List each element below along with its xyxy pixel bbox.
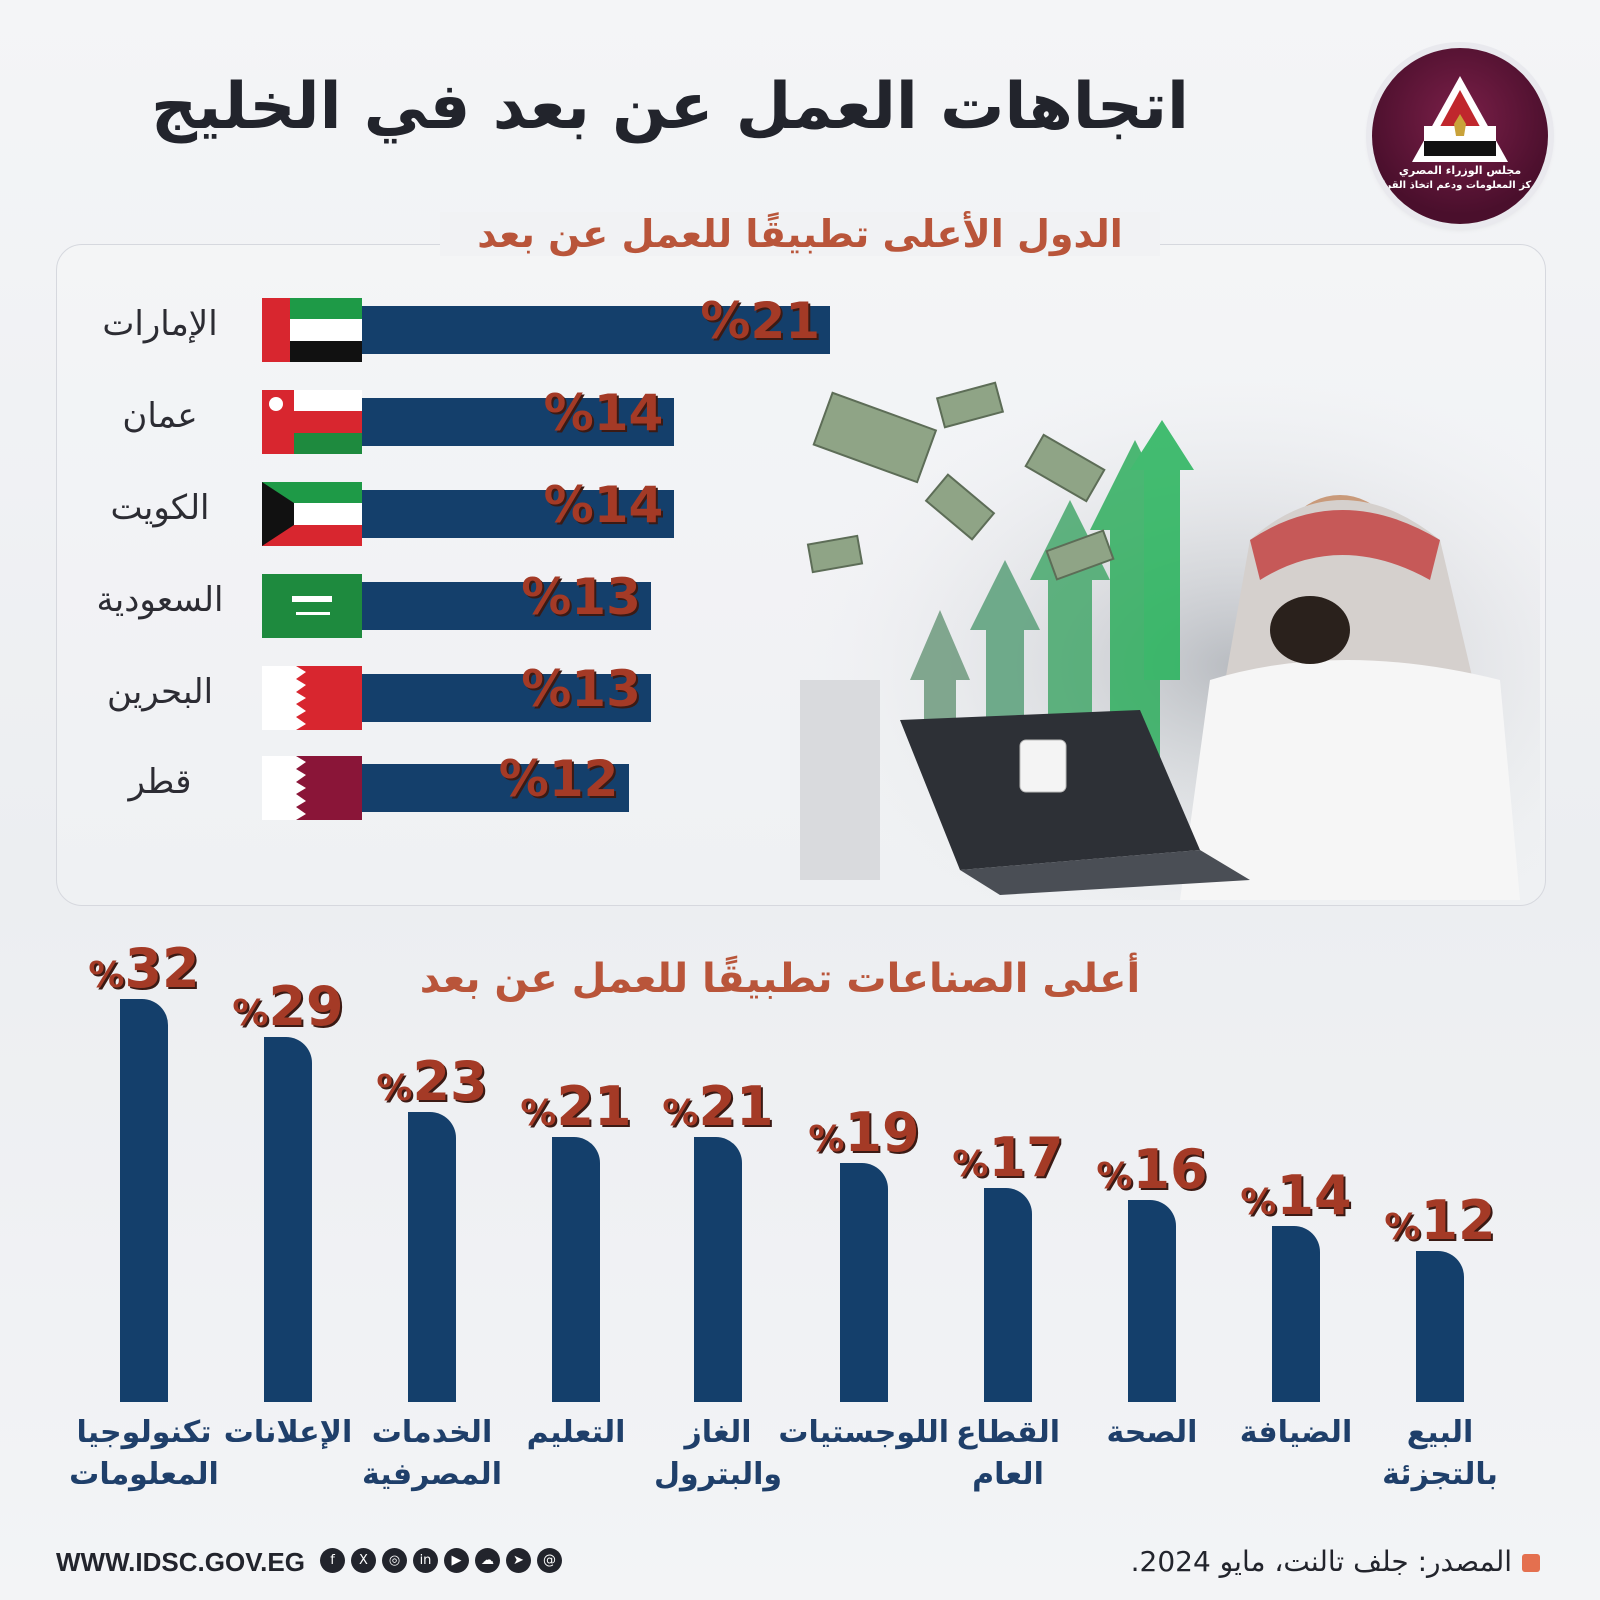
source-note: المصدر: جلف تالنت، مايو 2024. (1131, 1545, 1540, 1578)
coffee-cup-icon (1019, 739, 1067, 793)
man-figure-icon (1180, 495, 1520, 900)
industry-bar (984, 1187, 1032, 1402)
soundcloud-icon[interactable]: ☁ (475, 1548, 500, 1573)
country-bar (360, 764, 629, 812)
country-value-label: %21 (700, 292, 821, 350)
industry-value-label: %21 (520, 1075, 632, 1139)
threads-icon[interactable]: @ (537, 1548, 562, 1573)
remote-worker-illustration (780, 380, 1540, 900)
country-value-label: %14 (543, 476, 664, 534)
country-value-label: %14 (543, 384, 664, 442)
industry-label: الغاز والبترول (653, 1415, 783, 1492)
country-bar (360, 306, 831, 354)
country-label: عمان (122, 396, 198, 436)
industry-label: البيع بالتجزئة (1382, 1415, 1498, 1492)
industry-bar (120, 998, 168, 1402)
industry-value-label: %29 (232, 974, 344, 1038)
uae-flag-icon (262, 298, 362, 362)
x-icon[interactable]: X (351, 1548, 376, 1573)
industry-label: تكنولوجيا المعلومات (69, 1415, 219, 1492)
industry-label: القطاع العام (955, 1415, 1061, 1492)
industry-bar (264, 1036, 312, 1402)
monitor-stand-icon (800, 680, 880, 880)
industry-bar (1416, 1250, 1464, 1402)
industry-bar (552, 1137, 600, 1402)
linkedin-icon[interactable]: in (413, 1548, 438, 1573)
industry-label: الصحة (1106, 1415, 1198, 1450)
idsc-logo: مجلس الوزراء المصري مركز المعلومات ودعم … (1372, 48, 1548, 224)
source-bullet-icon (1522, 1554, 1540, 1572)
country-value-label: %13 (521, 568, 641, 626)
industry-label: الضيافة (1239, 1415, 1353, 1450)
industry-value-label: %21 (662, 1075, 774, 1139)
country-bar (360, 674, 652, 722)
money-bills-icon (806, 381, 1115, 581)
industry-label: الإعلانات (223, 1415, 353, 1450)
industry-value-label: %14 (1240, 1163, 1352, 1227)
industries-chart-title: أعلى الصناعات تطبيقًا للعمل عن بعد (419, 956, 1141, 1002)
instagram-icon[interactable]: ◎ (382, 1548, 407, 1573)
logo-text-line-2: مركز المعلومات ودعم اتخاذ القرار (1376, 180, 1544, 191)
youtube-icon[interactable]: ▶ (444, 1548, 469, 1573)
country-value-label: %12 (498, 750, 619, 808)
country-bar (360, 582, 652, 630)
industry-bar (1128, 1200, 1176, 1402)
country-bar (360, 398, 674, 446)
country-label: البحرين (106, 672, 214, 712)
industry-value-label: %17 (952, 1125, 1064, 1189)
facebook-icon[interactable]: f (320, 1548, 345, 1573)
industry-value-label: %23 (376, 1050, 488, 1114)
country-label: الكويت (110, 488, 210, 528)
industry-bar (694, 1137, 742, 1402)
industry-bar (1272, 1225, 1320, 1402)
saudi-flag-icon (262, 574, 362, 638)
website-url[interactable]: WWW.IDSC.GOV.EG (56, 1547, 305, 1577)
country-bar (360, 490, 674, 538)
country-label: السعودية (96, 580, 224, 620)
telegram-icon[interactable]: ➤ (506, 1548, 531, 1573)
oman-flag-icon (262, 390, 362, 454)
source-text: المصدر: جلف تالنت، مايو 2024. (1130, 1545, 1512, 1578)
industry-value-label: %12 (1384, 1188, 1496, 1252)
country-value-label: %13 (521, 660, 641, 718)
page-title: اتجاهات العمل عن بعد في الخليج (151, 70, 1189, 144)
industry-bar (408, 1112, 456, 1402)
qatar-flag-icon (262, 756, 362, 820)
industry-label: اللوجستيات (778, 1415, 949, 1450)
kuwait-flag-icon (262, 482, 362, 546)
industry-label: الخدمات المصرفية (362, 1415, 502, 1492)
industry-value-label: %16 (1096, 1138, 1208, 1202)
bahrain-flag-icon (262, 666, 362, 730)
industry-value-label: %32 (88, 936, 200, 1000)
country-label: قطر (128, 762, 192, 802)
industry-value-label: %19 (808, 1100, 920, 1164)
industry-label: التعليم (526, 1415, 626, 1450)
industry-bar (840, 1162, 888, 1402)
pyramid-eagle-logo-icon (1412, 76, 1508, 162)
logo-text-line-1: مجلس الوزراء المصري (1398, 164, 1522, 177)
countries-chart-title: الدول الأعلى تطبيقًا للعمل عن بعد (440, 212, 1160, 256)
country-label: الإمارات (102, 304, 218, 344)
